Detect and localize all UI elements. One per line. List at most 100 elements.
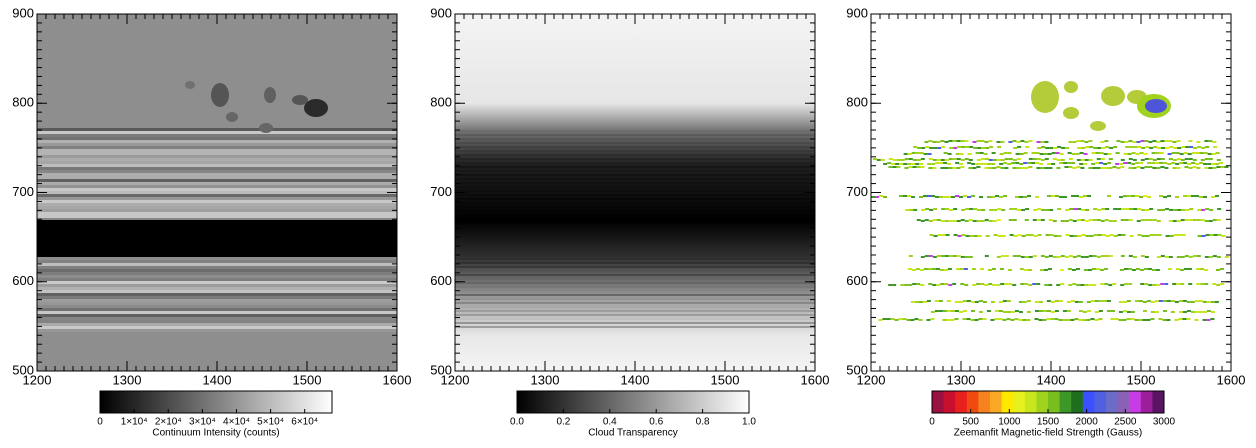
image-pixel — [1036, 167, 1041, 169]
image-pixel — [1163, 162, 1168, 164]
image-pixel — [1181, 234, 1186, 236]
colorbar-tick-label: 0.8 — [696, 417, 710, 428]
colorbar-tick-label: 3000 — [1153, 417, 1176, 428]
image-pixel — [899, 195, 904, 197]
image-pixel — [957, 146, 962, 148]
image-pixel — [1091, 268, 1096, 270]
image-pixel — [1101, 234, 1106, 236]
image-pixel — [1036, 158, 1041, 160]
image-pixel — [974, 319, 979, 321]
image-pixel — [920, 158, 925, 160]
image-pixel — [928, 140, 933, 142]
image-pixel — [1051, 152, 1056, 154]
image-pixel — [1204, 167, 1209, 169]
image-pixel — [1195, 268, 1200, 270]
image-pixel — [1098, 318, 1103, 320]
image-pixel — [1066, 301, 1071, 303]
image-pixel — [967, 162, 972, 164]
image-pixel — [1187, 268, 1192, 270]
image-pixel — [1043, 269, 1048, 271]
image-pixel — [978, 300, 983, 302]
image-stripe — [455, 278, 815, 280]
image-pixel — [1028, 284, 1033, 286]
image-pixel — [900, 159, 905, 161]
image-pixel — [1174, 301, 1179, 303]
image-pixel — [1188, 167, 1193, 169]
image-pixel — [1056, 284, 1061, 286]
image-pixel — [1100, 141, 1105, 143]
image-pixel — [907, 268, 912, 270]
image-pixel — [979, 163, 984, 165]
image-pixel — [933, 208, 938, 210]
image-pixel — [944, 141, 949, 143]
image-pixel — [925, 146, 930, 148]
y-tick-label: 700 — [846, 184, 868, 199]
image-pixel — [1085, 235, 1090, 237]
image-pixel — [1140, 255, 1145, 257]
image-pixel — [904, 167, 909, 169]
image-pixel — [961, 234, 966, 236]
image-pixel — [955, 162, 960, 164]
image-pixel — [1196, 283, 1201, 285]
image-pixel — [936, 284, 941, 286]
image-pixel — [1095, 162, 1100, 164]
image-stripe — [455, 310, 815, 312]
image-stripe — [37, 158, 397, 161]
image-pixel — [1154, 311, 1159, 313]
image-stripe — [455, 282, 815, 284]
image-stripe — [37, 128, 397, 131]
image-stripe — [37, 218, 397, 221]
image-pixel — [964, 256, 969, 258]
image-pixel — [1175, 196, 1180, 198]
image-pixel — [1192, 255, 1197, 257]
image-stripe — [455, 290, 815, 292]
image-pixel — [1162, 319, 1167, 321]
image-pixel — [1080, 219, 1085, 221]
image-pixel — [927, 153, 932, 155]
image-pixel — [1073, 235, 1078, 237]
image-pixel — [920, 220, 925, 222]
image-pixel — [956, 220, 961, 222]
y-tick-label: 800 — [430, 95, 452, 110]
image-pixel — [1075, 153, 1080, 155]
image-pixel — [948, 220, 953, 222]
image-pixel — [1216, 166, 1221, 168]
image-pixel — [921, 209, 926, 211]
image-pixel — [926, 319, 931, 321]
image-pixel — [1072, 256, 1077, 258]
image-pixel — [1205, 208, 1210, 210]
x-tick-label: 1600 — [383, 372, 412, 387]
image-pixel — [946, 319, 951, 321]
x-tick-label: 1300 — [531, 372, 560, 387]
image-pixel — [1059, 269, 1064, 271]
image-pixel — [1113, 235, 1118, 237]
image-spot — [292, 95, 308, 105]
image-stripe — [455, 302, 815, 304]
image-pixel — [1153, 146, 1158, 148]
image-pixel — [1012, 219, 1017, 221]
image-pixel — [1135, 153, 1140, 155]
image-pixel — [1098, 300, 1103, 302]
image-pixel — [1081, 234, 1086, 236]
image-pixel — [1140, 140, 1145, 142]
image-stripe — [37, 266, 397, 269]
image-pixel — [1220, 283, 1225, 285]
image-pixel — [1084, 141, 1089, 143]
image-pixel — [1002, 311, 1007, 313]
image-pixel — [1034, 310, 1039, 312]
image-pixel — [923, 268, 928, 270]
image-stripe — [37, 179, 397, 182]
image-pixel — [1143, 195, 1148, 197]
image-pixel — [1012, 140, 1017, 142]
image-pixel — [1172, 167, 1177, 169]
image-pixel — [1161, 147, 1166, 149]
image-pixel — [1023, 269, 1028, 271]
image-pixel — [1139, 269, 1144, 271]
image-pixel — [1147, 268, 1152, 270]
image-pixel — [1114, 318, 1119, 320]
image-pixel — [1173, 234, 1178, 236]
image-pixel — [948, 140, 953, 142]
image-pixel — [1042, 319, 1047, 321]
image-pixel — [1053, 235, 1058, 237]
image-pixel — [1048, 167, 1053, 169]
